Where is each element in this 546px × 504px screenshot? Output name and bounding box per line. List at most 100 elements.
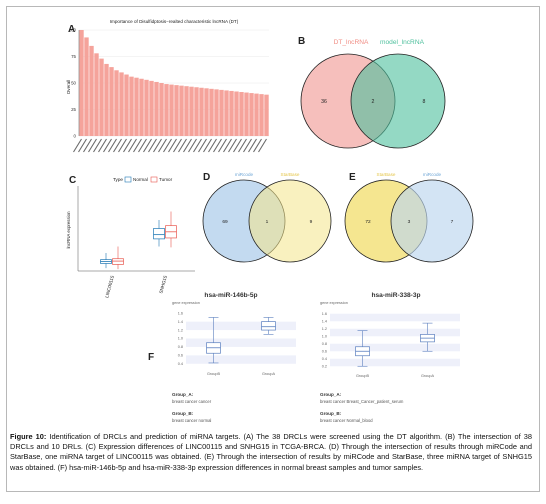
a-xtick-label-mark bbox=[233, 138, 242, 153]
f1-group-b-label: Group_B: bbox=[172, 411, 194, 416]
a-bar bbox=[159, 83, 164, 136]
venn-d-left-count: 69 bbox=[222, 219, 228, 225]
a-ytick-label: 50 bbox=[71, 81, 76, 86]
f-xtick-label: GroupB bbox=[356, 374, 370, 378]
venn-b-left-label: DT_lncRNA bbox=[334, 39, 369, 46]
c-box bbox=[112, 258, 124, 265]
panel-a-title: Importance of Disulfidptosis−realted cha… bbox=[110, 19, 239, 24]
a-bar bbox=[169, 84, 174, 136]
f-xtick-label: GroupB bbox=[207, 372, 221, 376]
caption-label: Figure 10: bbox=[10, 432, 47, 441]
a-bar bbox=[174, 85, 179, 136]
venn-d-right-circle bbox=[248, 179, 332, 263]
f2-group-b-label: Group_B: bbox=[320, 411, 342, 416]
f1-title: hsa-miR-146b-5p bbox=[204, 292, 257, 299]
a-xtick-label-mark bbox=[243, 138, 252, 153]
a-bar bbox=[119, 72, 124, 136]
a-bar bbox=[209, 88, 214, 136]
venn-b-right-circle bbox=[350, 53, 446, 149]
a-xtick-label-mark bbox=[133, 138, 142, 153]
venn-e-right-circle bbox=[390, 179, 474, 263]
a-bar bbox=[229, 90, 234, 136]
a-xtick-label-mark bbox=[173, 138, 182, 153]
a-xtick-label-mark bbox=[178, 138, 187, 153]
a-xtick-label-mark bbox=[193, 138, 202, 153]
a-xtick-label-mark bbox=[153, 138, 162, 153]
a-xtick-label-mark bbox=[238, 138, 247, 153]
panel-letter-f: F bbox=[148, 352, 155, 363]
a-xtick-label-mark bbox=[248, 138, 257, 153]
f-ytick-label: 0.8 bbox=[322, 342, 327, 346]
a-bar bbox=[219, 89, 224, 136]
f-xtick-label: GroupA bbox=[421, 374, 435, 378]
venn-e-left-label: StarBase bbox=[377, 172, 396, 177]
a-bar bbox=[194, 87, 199, 136]
a-bar bbox=[254, 93, 259, 136]
panel-letter-b: B bbox=[298, 36, 306, 47]
c-box bbox=[153, 228, 165, 240]
venn-d-left-label: miRcode bbox=[235, 172, 254, 177]
legend-tumor-swatch bbox=[150, 176, 158, 183]
a-xtick-label-mark bbox=[148, 138, 157, 153]
a-xtick-label-mark bbox=[228, 138, 237, 153]
f1-group-a-text: breast cancer cancer bbox=[172, 399, 212, 404]
a-bar bbox=[184, 86, 189, 136]
a-xtick-label-mark bbox=[203, 138, 212, 153]
f-ytick-label: 1.0 bbox=[178, 337, 183, 341]
a-bar bbox=[109, 67, 114, 136]
f-ytick-label: 1.6 bbox=[178, 311, 183, 315]
a-bar bbox=[154, 81, 159, 136]
a-xtick-label-mark bbox=[123, 138, 132, 153]
a-xtick-label-mark bbox=[98, 138, 107, 153]
panel-letter-a: A bbox=[68, 24, 76, 35]
a-xtick-label-mark bbox=[83, 138, 92, 153]
f-ytick-label: 0.6 bbox=[178, 354, 183, 358]
a-xtick-label-mark bbox=[198, 138, 207, 153]
f-xtick-label: GroupA bbox=[262, 372, 276, 376]
f-ytick-label: 0.2 bbox=[322, 364, 327, 368]
venn-e-left-count: 72 bbox=[365, 219, 371, 225]
a-xtick-label-mark bbox=[108, 138, 117, 153]
f-ytick-label: 1.2 bbox=[322, 327, 327, 331]
a-bar bbox=[249, 93, 254, 136]
a-xtick-label-mark bbox=[168, 138, 177, 153]
venn-e-overlap-count: 3 bbox=[408, 219, 411, 225]
a-xtick-label-mark bbox=[188, 138, 197, 153]
legend-normal-swatch bbox=[124, 176, 132, 183]
a-bar bbox=[94, 53, 99, 136]
a-xtick-label-mark bbox=[253, 138, 262, 153]
f2-ylabel: gene expression bbox=[320, 301, 348, 305]
a-xtick-label-mark bbox=[103, 138, 112, 153]
a-bar bbox=[104, 63, 109, 136]
a-bar bbox=[129, 76, 134, 136]
venn-b-left-count: 36 bbox=[321, 99, 327, 105]
figure-caption: Figure 10: Identification of DRCLs and p… bbox=[10, 432, 532, 473]
a-bar bbox=[239, 92, 244, 136]
venn-d-right-count: 9 bbox=[310, 219, 313, 225]
a-bar bbox=[79, 30, 84, 136]
a-xtick-label-mark bbox=[163, 138, 172, 153]
f1-group-a-label: Group_A: bbox=[172, 392, 194, 397]
a-bar bbox=[134, 77, 139, 136]
a-xtick-label-mark bbox=[208, 138, 217, 153]
c-xtick-label: LINC00115 bbox=[104, 275, 115, 299]
f2-title: hsa-miR-338-3p bbox=[371, 292, 420, 299]
a-xtick-label-mark bbox=[73, 138, 82, 153]
a-ytick-label: 25 bbox=[71, 107, 76, 112]
a-xtick-label-mark bbox=[88, 138, 97, 153]
f-ytick-label: 1.6 bbox=[322, 312, 327, 316]
venn-d-overlap-count: 1 bbox=[266, 219, 269, 225]
f2-group-a-text: breast cancer Breast_Cancer_patient_seru… bbox=[320, 399, 404, 404]
a-xtick-label-mark bbox=[138, 138, 147, 153]
f2-group-b-text: breast cancer Normal_blood bbox=[320, 418, 373, 423]
f-band bbox=[330, 313, 460, 322]
a-ytick-label: 75 bbox=[71, 54, 76, 59]
panel-letter-e: E bbox=[349, 172, 356, 183]
venn-d-right-label: StarBase bbox=[281, 172, 300, 177]
f-ytick-label: 0.4 bbox=[322, 357, 327, 361]
caption-text: Identification of DRCLs and prediction o… bbox=[10, 432, 532, 472]
